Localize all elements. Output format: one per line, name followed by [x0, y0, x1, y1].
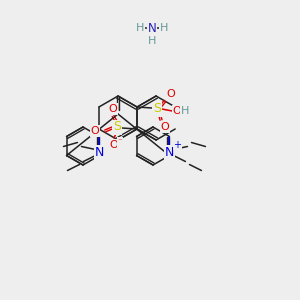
Text: O: O: [173, 106, 182, 116]
Text: N: N: [95, 146, 104, 159]
Text: +: +: [173, 140, 181, 149]
Text: O: O: [109, 104, 117, 114]
Text: O: O: [161, 122, 170, 132]
Text: N: N: [165, 146, 174, 159]
Text: O: O: [110, 140, 118, 150]
Text: O: O: [167, 89, 176, 99]
Text: N: N: [148, 22, 156, 34]
Text: ⁻: ⁻: [118, 137, 122, 146]
Text: S: S: [153, 103, 161, 116]
Text: O: O: [91, 126, 99, 136]
Text: H: H: [160, 23, 168, 33]
Text: H: H: [181, 106, 189, 116]
Text: H: H: [148, 36, 156, 46]
Text: H: H: [136, 23, 144, 33]
Text: S: S: [113, 121, 121, 134]
